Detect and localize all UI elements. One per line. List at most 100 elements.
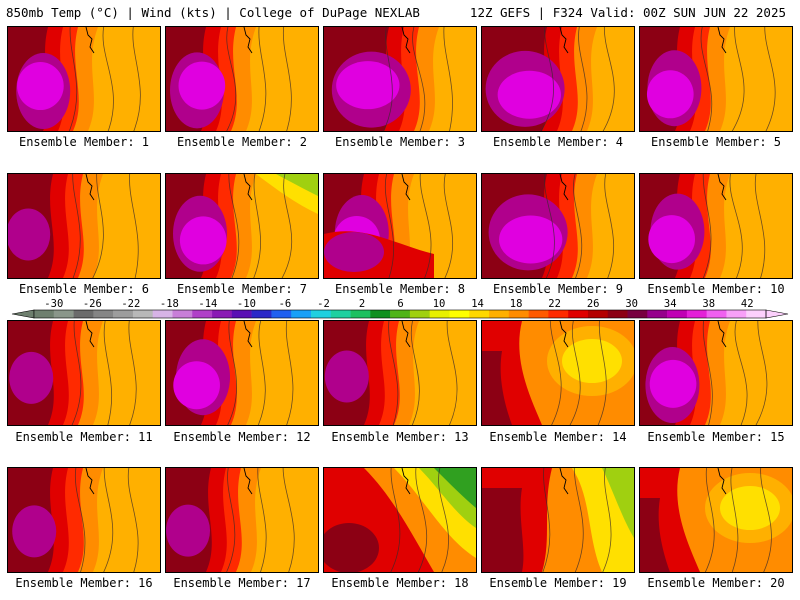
colorbar-tick-label: -14 [198,298,217,310]
ensemble-member-map [323,173,477,279]
temperature-field [8,27,160,131]
ensemble-member-map [323,467,477,573]
ensemble-member-map [481,26,635,132]
run-valid-time: 12Z GEFS | F324 Valid: 00Z SUN JUN 22 20… [469,5,786,20]
colorbar-segment [350,310,371,318]
ensemble-member-map [323,26,477,132]
colorbar-segment [192,310,213,318]
ensemble-member-map [7,26,161,132]
colorbar-tick-label: 26 [587,298,600,310]
colorbar-segment [390,310,411,318]
temperature-field [8,174,160,278]
colorbar-tick-label: 14 [471,298,484,310]
colorbar-segment [667,310,688,318]
colorbar-tick-label: 38 [702,298,715,310]
map-title: 850mb Temp (°C) | Wind (kts) | College o… [6,5,420,20]
colorbar-segment [508,310,529,318]
colorbar-segment [449,310,470,318]
ensemble-member-label: Ensemble Member: 18 [331,576,469,590]
ensemble-member-map [165,467,319,573]
ensemble-member-map [481,320,635,426]
colorbar-segment [310,310,332,318]
ensemble-member-map [639,320,793,426]
colorbar-segment [271,310,292,318]
colorbar-tick-label: -6 [279,298,292,310]
ensemble-member-map [639,173,793,279]
ensemble-member-map [165,320,319,426]
colorbar-tick-label: 30 [625,298,638,310]
ensemble-member-map [165,26,319,132]
colorbar-tick-label: 34 [664,298,677,310]
ensemble-member-label: Ensemble Member: 3 [334,135,466,149]
temperature-field [324,27,476,131]
colorbar-segment [607,310,628,318]
ensemble-member-label: Ensemble Member: 5 [650,135,782,149]
ensemble-member-map [639,467,793,573]
colorbar-segment [746,310,767,318]
colorbar-segment [647,310,668,318]
colorbar-segment [291,310,312,318]
colorbar-segment [34,310,55,318]
ensemble-member-label: Ensemble Member: 20 [647,576,785,590]
colorbar-tick-label: -2 [317,298,330,310]
colorbar-segment [132,310,154,318]
temperature-field [324,174,476,278]
temperature-field [640,321,792,425]
temperature-field [640,174,792,278]
temperature-field [324,468,476,572]
ensemble-member-map [481,467,635,573]
colorbar-segment [469,310,490,318]
ensemble-member-label: Ensemble Member: 6 [18,282,150,296]
colorbar-segment [627,310,648,318]
colorbar-tick-label: -30 [44,298,63,310]
ensemble-member-label: Ensemble Member: 2 [176,135,308,149]
colorbar-tick-label: -26 [83,298,102,310]
colorbar-segment [53,310,74,318]
colorbar-segment [706,310,727,318]
temperature-field [166,174,318,278]
ensemble-member-label: Ensemble Member: 8 [334,282,466,296]
colorbar-segment [113,310,134,318]
ensemble-member-label: Ensemble Member: 16 [15,576,153,590]
temperature-field [324,321,476,425]
colorbar-segment [370,310,391,318]
ensemble-member-map [323,320,477,426]
ensemble-member-label: Ensemble Member: 10 [647,282,785,296]
ensemble-member-label: Ensemble Member: 7 [176,282,308,296]
temperature-field [8,468,160,572]
ensemble-member-map [7,467,161,573]
ensemble-member-label: Ensemble Member: 13 [331,430,469,444]
colorbar-segment [409,310,430,318]
colorbar-tick-label: 42 [741,298,754,310]
colorbar-segment [73,310,94,318]
ensemble-member-label: Ensemble Member: 4 [492,135,624,149]
temperature-field [482,27,634,131]
ensemble-member-label: Ensemble Member: 9 [492,282,624,296]
colorbar-segment [686,310,707,318]
ensemble-member-map [481,173,635,279]
temperature-field [482,321,634,425]
ensemble-member-map [7,173,161,279]
colorbar-segment [212,310,233,318]
colorbar-segment [330,310,351,318]
colorbar-segment [568,310,589,318]
temperature-field [166,321,318,425]
colorbar-segment [429,310,450,318]
colorbar-tick-label: 6 [397,298,403,310]
colorbar-segment [251,310,272,318]
colorbar-segment [231,310,252,318]
colorbar-segment [726,310,747,318]
colorbar-tick-label: 2 [359,298,365,310]
colorbar-segment [489,310,510,318]
temperature-field [166,468,318,572]
colorbar-segment [93,310,114,318]
temperature-field [482,174,634,278]
colorbar-tick-label: 22 [548,298,561,310]
temperature-field [8,321,160,425]
colorbar-tick-label: -18 [160,298,179,310]
temperature-field [640,468,792,572]
ensemble-member-label: Ensemble Member: 19 [489,576,627,590]
temperature-field [640,27,792,131]
ensemble-member-map [639,26,793,132]
colorbar-tick-label: -10 [237,298,256,310]
